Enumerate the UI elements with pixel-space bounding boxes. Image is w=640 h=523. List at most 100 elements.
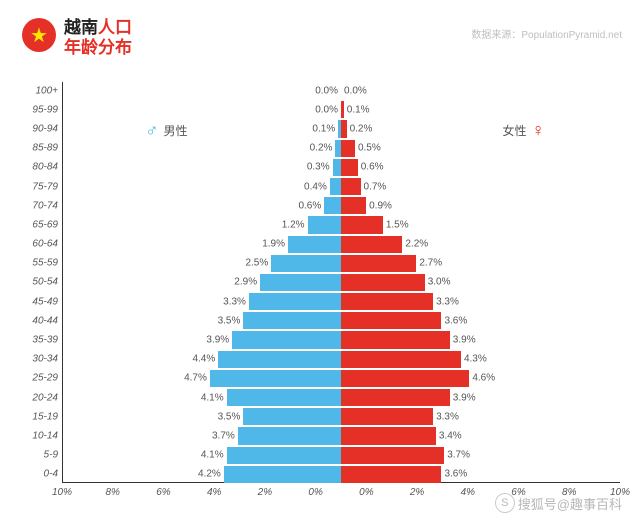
- table-row: 30-344.4%4.3%: [62, 351, 620, 368]
- bar-male: [333, 159, 341, 176]
- value-female: 0.9%: [366, 200, 392, 211]
- value-female: 0.1%: [344, 104, 370, 115]
- value-male: 4.1%: [201, 450, 227, 461]
- bar-male: [232, 331, 341, 348]
- title-part1: 越南: [64, 18, 98, 37]
- age-label: 45-49: [20, 296, 58, 307]
- age-label: 70-74: [20, 200, 58, 211]
- x-tick: 2%: [410, 487, 424, 498]
- watermark-logo-icon: S: [495, 493, 515, 513]
- age-label: 80-84: [20, 162, 58, 173]
- value-male: 0.0%: [315, 104, 341, 115]
- value-female: 0.7%: [361, 181, 387, 192]
- bar-female: [341, 293, 433, 310]
- table-row: 65-691.2%1.5%: [62, 216, 620, 233]
- table-row: 75-790.4%0.7%: [62, 178, 620, 195]
- value-female: 3.7%: [444, 450, 470, 461]
- bar-male: [218, 351, 341, 368]
- value-male: 3.3%: [223, 296, 249, 307]
- bar-male: [260, 274, 341, 291]
- value-female: 3.3%: [433, 296, 459, 307]
- bar-female: [341, 351, 461, 368]
- value-female: 0.5%: [355, 143, 381, 154]
- table-row: 0-44.2%3.6%: [62, 466, 620, 483]
- flag-icon: ★: [22, 18, 56, 52]
- table-row: 20-244.1%3.9%: [62, 389, 620, 406]
- age-label: 55-59: [20, 258, 58, 269]
- value-male: 2.5%: [245, 258, 271, 269]
- age-label: 100+: [20, 85, 58, 96]
- value-female: 3.6%: [441, 469, 467, 480]
- bar-female: [341, 389, 450, 406]
- bar-female: [341, 370, 469, 387]
- age-label: 30-34: [20, 354, 58, 365]
- table-row: 45-493.3%3.3%: [62, 293, 620, 310]
- value-female: 4.6%: [469, 373, 495, 384]
- bar-male: [330, 178, 341, 195]
- table-row: 55-592.5%2.7%: [62, 255, 620, 272]
- value-male: 0.6%: [298, 200, 324, 211]
- value-male: 0.0%: [315, 85, 341, 96]
- table-row: 25-294.7%4.6%: [62, 370, 620, 387]
- table-row: 95-990.0%0.1%: [62, 101, 620, 118]
- table-row: 85-890.2%0.5%: [62, 140, 620, 157]
- value-male: 1.2%: [282, 219, 308, 230]
- bar-male: [308, 216, 341, 233]
- value-female: 2.2%: [402, 239, 428, 250]
- bar-male: [324, 197, 341, 214]
- bar-male: [227, 447, 341, 464]
- value-male: 4.2%: [198, 469, 224, 480]
- value-female: 2.7%: [416, 258, 442, 269]
- chart-rows: 100+0.0%0.0%95-990.0%0.1%90-940.1%0.2%85…: [62, 82, 620, 483]
- table-row: 70-740.6%0.9%: [62, 197, 620, 214]
- value-male: 0.3%: [307, 162, 333, 173]
- value-female: 0.2%: [347, 123, 373, 134]
- table-row: 5-94.1%3.7%: [62, 447, 620, 464]
- age-label: 15-19: [20, 411, 58, 422]
- bar-male: [210, 370, 341, 387]
- title-part2: 人口: [98, 18, 132, 37]
- age-label: 95-99: [20, 104, 58, 115]
- bar-female: [341, 140, 355, 157]
- age-label: 85-89: [20, 143, 58, 154]
- age-label: 65-69: [20, 219, 58, 230]
- x-tick: 0%: [359, 487, 373, 498]
- bar-male: [271, 255, 341, 272]
- table-row: 50-542.9%3.0%: [62, 274, 620, 291]
- value-male: 0.1%: [312, 123, 338, 134]
- value-male: 0.4%: [304, 181, 330, 192]
- age-label: 50-54: [20, 277, 58, 288]
- value-male: 1.9%: [262, 239, 288, 250]
- x-tick: 4%: [461, 487, 475, 498]
- bar-female: [341, 255, 416, 272]
- x-tick: 6%: [156, 487, 170, 498]
- pyramid-chart: 100+0.0%0.0%95-990.0%0.1%90-940.1%0.2%85…: [62, 82, 620, 483]
- age-label: 75-79: [20, 181, 58, 192]
- age-label: 60-64: [20, 239, 58, 250]
- bar-female: [341, 197, 366, 214]
- value-female: 3.3%: [433, 411, 459, 422]
- value-male: 3.5%: [218, 315, 244, 326]
- table-row: 35-393.9%3.9%: [62, 331, 620, 348]
- value-female: 3.0%: [425, 277, 451, 288]
- value-male: 0.2%: [310, 143, 336, 154]
- value-male: 3.9%: [206, 335, 232, 346]
- bar-female: [341, 274, 425, 291]
- table-row: 40-443.5%3.6%: [62, 312, 620, 329]
- table-row: 15-193.5%3.3%: [62, 408, 620, 425]
- x-tick: 2%: [258, 487, 272, 498]
- title-line2: 年龄分布: [64, 38, 132, 58]
- table-row: 60-641.9%2.2%: [62, 236, 620, 253]
- bar-female: [341, 408, 433, 425]
- x-tick: 10%: [52, 487, 72, 498]
- table-row: 90-940.1%0.2%: [62, 120, 620, 137]
- bar-female: [341, 466, 441, 483]
- value-female: 3.4%: [436, 430, 462, 441]
- bar-female: [341, 236, 402, 253]
- age-label: 20-24: [20, 392, 58, 403]
- bar-male: [224, 466, 341, 483]
- value-male: 4.7%: [184, 373, 210, 384]
- bar-male: [249, 293, 341, 310]
- bar-male: [243, 312, 341, 329]
- bar-female: [341, 427, 436, 444]
